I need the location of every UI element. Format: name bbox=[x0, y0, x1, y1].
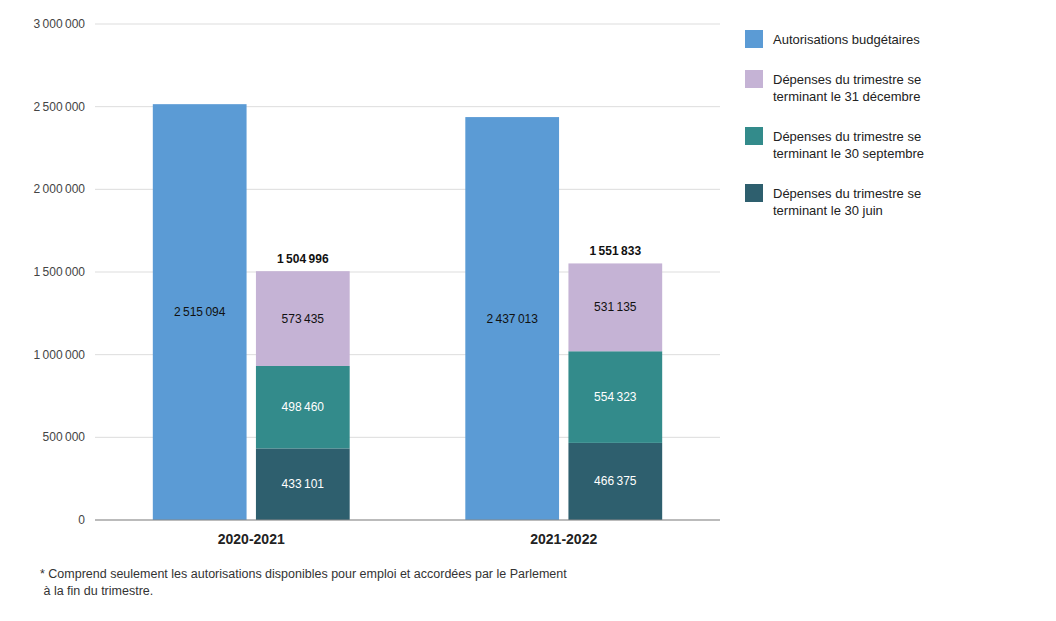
chart: 0 500 000 1 000 000 1 500 000 2 000 000 2 500… bbox=[0, 0, 1056, 621]
y-tick-label: 1 500 000 bbox=[33, 265, 85, 279]
x-tick-label: 2021-2022 bbox=[530, 531, 597, 547]
grid-line bbox=[95, 520, 720, 521]
bar bbox=[256, 448, 350, 520]
bar bbox=[256, 366, 350, 448]
bar bbox=[568, 443, 662, 520]
data-label: 554 323 bbox=[594, 390, 637, 404]
y-tick-label: 2 500 000 bbox=[33, 100, 85, 114]
data-labels: 2 515 094 433 101 498 460 573 435 1 504 996 2… bbox=[174, 244, 641, 491]
total-label: 1 551 833 bbox=[590, 244, 642, 258]
legend-swatch bbox=[745, 70, 763, 88]
data-label: 573 435 bbox=[282, 312, 325, 326]
y-tick-label: 0 bbox=[78, 513, 85, 527]
data-label: 466 375 bbox=[594, 474, 637, 488]
legend-label: Dépenses du trimestre seterminant le 30 … bbox=[773, 129, 924, 161]
y-tick-label: 1 000 000 bbox=[33, 348, 85, 362]
data-label: 531 135 bbox=[594, 300, 637, 314]
bar bbox=[568, 351, 662, 443]
footnote: * Comprend seulement les autorisations d… bbox=[40, 567, 567, 598]
total-label: 1 504 996 bbox=[277, 252, 329, 266]
legend-label: Dépenses du trimestre seterminant le 30 … bbox=[773, 186, 921, 218]
bar bbox=[256, 271, 350, 366]
x-axis-line bbox=[95, 520, 720, 521]
legend-swatch bbox=[745, 30, 763, 48]
legend-swatch bbox=[745, 184, 763, 202]
bar bbox=[568, 263, 662, 351]
legend-label: Dépenses du trimestre seterminant le 31 … bbox=[773, 72, 921, 104]
bar bbox=[153, 104, 247, 520]
data-label: 2 437 013 bbox=[486, 312, 538, 326]
legend-swatch bbox=[745, 127, 763, 145]
legend: Autorisations budgétaires Dépenses du tri… bbox=[745, 30, 924, 218]
data-label: 2 515 094 bbox=[174, 305, 226, 319]
legend-label: Autorisations budgétaires bbox=[773, 32, 920, 47]
y-tick-label: 3 000 000 bbox=[33, 17, 85, 31]
y-tick-label: 500 000 bbox=[43, 430, 86, 444]
grid-line bbox=[95, 24, 720, 25]
bars bbox=[153, 104, 662, 520]
grid bbox=[95, 24, 720, 520]
x-tick-label: 2020-2021 bbox=[218, 531, 285, 547]
y-tick-label: 2 000 000 bbox=[33, 182, 85, 196]
bar bbox=[465, 117, 559, 520]
data-label: 433 101 bbox=[282, 477, 325, 491]
data-label: 498 460 bbox=[282, 400, 325, 414]
